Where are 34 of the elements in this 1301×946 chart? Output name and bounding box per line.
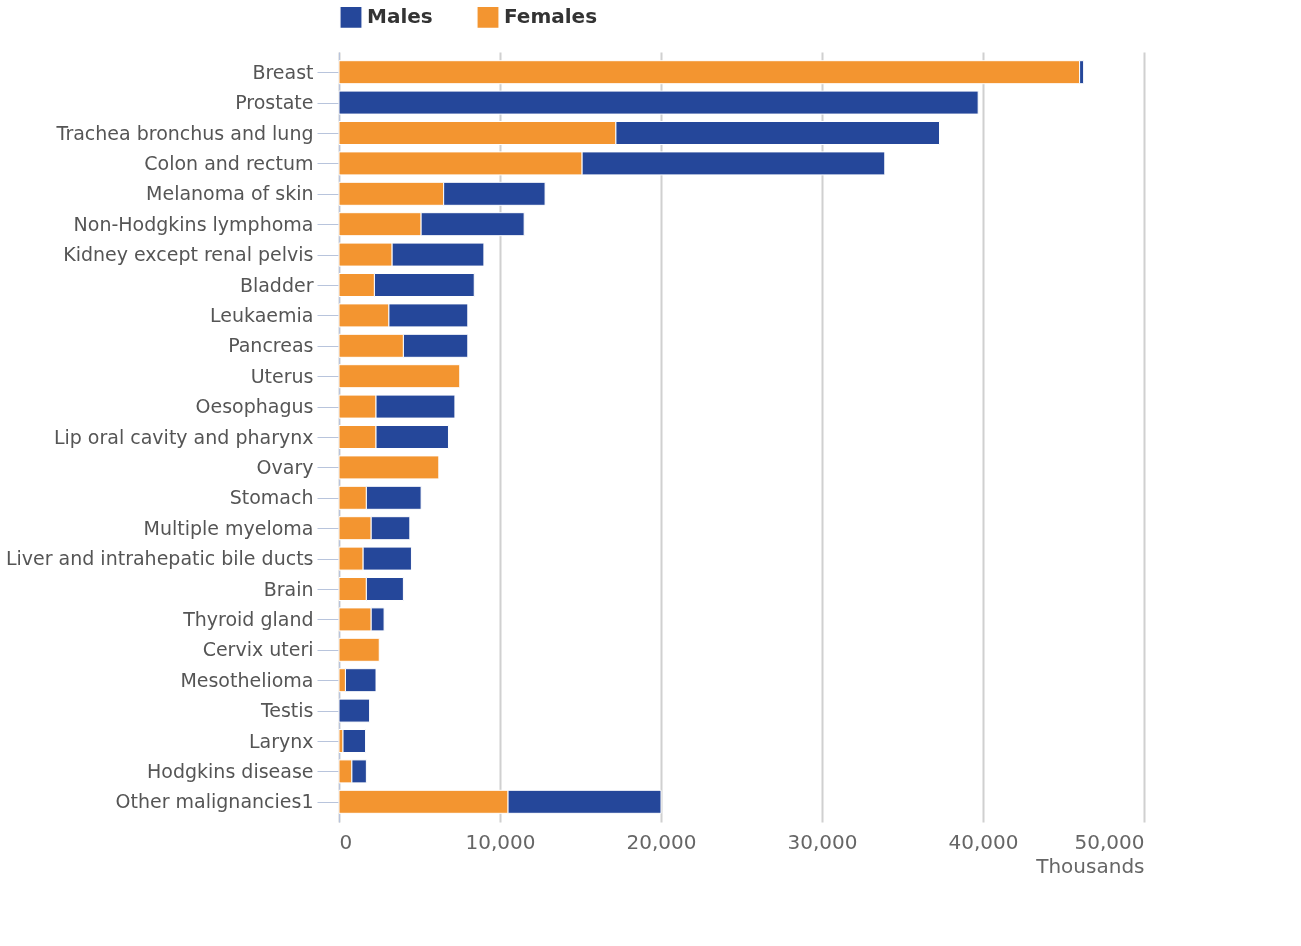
legend-label: Males bbox=[367, 4, 433, 29]
y-tick-label: Brain bbox=[263, 577, 314, 600]
y-tick-label: Non-Hodgkins lymphoma bbox=[73, 212, 314, 235]
y-tick-label: Uterus bbox=[250, 364, 314, 387]
y-tick-label: Leukaemia bbox=[210, 303, 314, 326]
y-tick-label: Stomach bbox=[229, 486, 314, 509]
x-tick-label: 0 bbox=[339, 829, 353, 854]
x-tick-label: 20,000 bbox=[626, 829, 697, 854]
x-tick-label: 40,000 bbox=[948, 829, 1019, 854]
y-tick-label: Larynx bbox=[248, 729, 314, 752]
y-tick-label: Other malignancies1 bbox=[115, 790, 314, 813]
y-tick-label: Thyroid gland bbox=[182, 607, 314, 630]
y-tick-label: Multiple myeloma bbox=[143, 516, 314, 539]
y-tick-label: Breast bbox=[252, 60, 314, 83]
y-tick-label: Oesophagus bbox=[195, 395, 314, 418]
y-tick-label: Bladder bbox=[239, 273, 314, 296]
y-tick-label: Kidney except renal pelvis bbox=[63, 243, 314, 266]
x-tick-label: 10,000 bbox=[465, 829, 536, 854]
x-tick-label: 50,000 bbox=[1074, 829, 1145, 854]
y-tick-label: Pancreas bbox=[228, 334, 314, 357]
x-axis-title: Thousands bbox=[1035, 853, 1145, 878]
y-tick-label: Prostate bbox=[235, 91, 314, 114]
x-tick-label: 30,000 bbox=[787, 829, 858, 854]
y-tick-label: Cervix uteri bbox=[202, 638, 314, 661]
y-tick-label: Mesothelioma bbox=[180, 668, 314, 691]
legend-label: Females bbox=[504, 4, 598, 29]
y-tick-label: Liver and intrahepatic bile ducts bbox=[5, 547, 314, 570]
y-tick-label: Testis bbox=[259, 699, 314, 722]
y-tick-label: Ovary bbox=[256, 455, 314, 478]
y-tick-label: Melanoma of skin bbox=[146, 182, 314, 205]
y-tick-label: Lip oral cavity and pharynx bbox=[53, 425, 314, 448]
y-tick-label: Hodgkins disease bbox=[147, 759, 314, 782]
y-tick-label: Trachea bronchus and lung bbox=[55, 121, 314, 144]
y-tick-label: Colon and rectum bbox=[144, 151, 314, 174]
